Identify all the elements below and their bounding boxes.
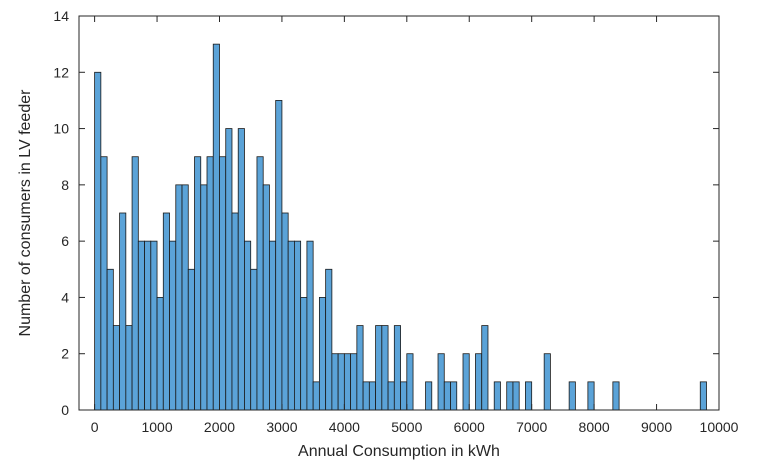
histogram-bar <box>206 156 214 411</box>
histogram-bar <box>137 240 145 411</box>
x-axis-label: Annual Consumption in kWh <box>298 443 500 460</box>
histogram-bar <box>343 353 352 411</box>
histogram-bar <box>362 381 370 411</box>
histogram-bar <box>100 156 108 411</box>
histogram-bar <box>331 353 339 411</box>
histogram-bar <box>337 353 345 411</box>
histogram-bar <box>543 353 551 411</box>
histogram-bar <box>181 184 189 411</box>
histogram-bar <box>493 381 501 411</box>
x-axis-ticks: 0 1000 2000 3000 4000 5000 6000 7000 8000 9000 100… <box>91 16 739 435</box>
histogram-bar <box>237 128 245 411</box>
histogram-bar <box>175 184 183 411</box>
histogram-bar <box>150 240 158 411</box>
x-tick-label: 4000 <box>329 419 360 435</box>
histogram-bar <box>225 128 233 411</box>
y-tick-label: 10 <box>53 121 69 137</box>
histogram-bar <box>587 381 595 411</box>
x-tick-label: 2000 <box>204 419 235 435</box>
histogram-bar <box>612 381 620 411</box>
histogram-bar <box>231 212 239 411</box>
plot-frame <box>78 15 720 411</box>
histogram-bar <box>506 381 514 411</box>
histogram-bar <box>375 325 383 411</box>
x-tick-label: 6000 <box>454 419 485 435</box>
histogram-bar <box>262 184 270 411</box>
histogram-bar <box>306 240 314 411</box>
histogram-bar <box>119 212 127 411</box>
histogram-bar <box>106 268 114 411</box>
x-tick-label: 1000 <box>141 419 172 435</box>
histogram-bar <box>443 381 451 411</box>
y-axis-ticks: 0 2 4 6 8 10 12 14 <box>53 8 719 418</box>
histogram-bar <box>269 240 277 411</box>
histogram-bar <box>256 156 264 411</box>
histogram-bar <box>368 381 376 411</box>
histogram-bar <box>156 297 164 411</box>
x-tick-label: 8000 <box>579 419 610 435</box>
histogram-bar <box>275 100 283 411</box>
histogram-bar <box>356 325 364 411</box>
y-tick-label: 0 <box>61 402 69 418</box>
histogram-bar <box>287 240 295 411</box>
histogram-bar <box>250 268 258 411</box>
histogram-bar <box>450 381 458 411</box>
histogram-bar <box>194 156 202 411</box>
histogram-bar <box>281 212 289 411</box>
histogram-bar <box>481 325 489 411</box>
histogram-bar <box>300 297 308 411</box>
histogram-bar <box>406 353 414 411</box>
histogram-bar <box>244 240 252 411</box>
histogram-bar <box>219 156 227 411</box>
histogram-bar <box>94 71 102 411</box>
histogram-bars <box>94 43 707 411</box>
histogram-bar <box>294 240 302 411</box>
y-tick-label: 14 <box>53 8 69 24</box>
histogram-bar <box>325 268 333 411</box>
y-tick-label: 2 <box>61 346 69 362</box>
x-tick-label: 3000 <box>266 419 297 435</box>
histogram-bar <box>437 353 445 411</box>
histogram-bar <box>131 156 139 411</box>
histogram-bar <box>112 325 120 411</box>
histogram-bar <box>475 353 483 411</box>
histogram-bar <box>512 381 520 411</box>
histogram-bar <box>462 353 470 411</box>
x-tick-label: 9000 <box>641 419 672 435</box>
histogram-bar <box>312 381 320 411</box>
histogram-bar <box>169 240 177 411</box>
histogram-bar <box>425 381 433 411</box>
histogram-bar <box>699 381 707 411</box>
histogram-bar <box>162 212 170 411</box>
y-tick-label: 12 <box>53 64 69 80</box>
histogram-bar <box>144 240 152 411</box>
histogram-bar <box>387 381 395 411</box>
histogram-bar <box>393 325 401 411</box>
y-tick-label: 4 <box>61 289 69 305</box>
x-tick-label: 5000 <box>391 419 422 435</box>
histogram-bar <box>187 268 195 411</box>
histogram-bar <box>568 381 576 411</box>
y-axis-label: Number of consumers in LV feeder <box>17 89 34 337</box>
histogram-bar <box>381 325 389 411</box>
histogram-bar <box>318 297 327 411</box>
histogram-bar <box>350 353 358 411</box>
x-tick-label: 7000 <box>516 419 547 435</box>
x-tick-label: 10000 <box>700 419 739 435</box>
y-tick-label: 8 <box>61 177 69 193</box>
x-tick-label: 0 <box>91 419 99 435</box>
histogram-bar <box>400 381 408 411</box>
histogram-bar <box>125 325 133 411</box>
y-tick-label: 6 <box>61 233 69 249</box>
histogram-bar <box>212 43 220 411</box>
histogram-bar <box>200 184 208 411</box>
histogram-bar <box>525 381 533 411</box>
